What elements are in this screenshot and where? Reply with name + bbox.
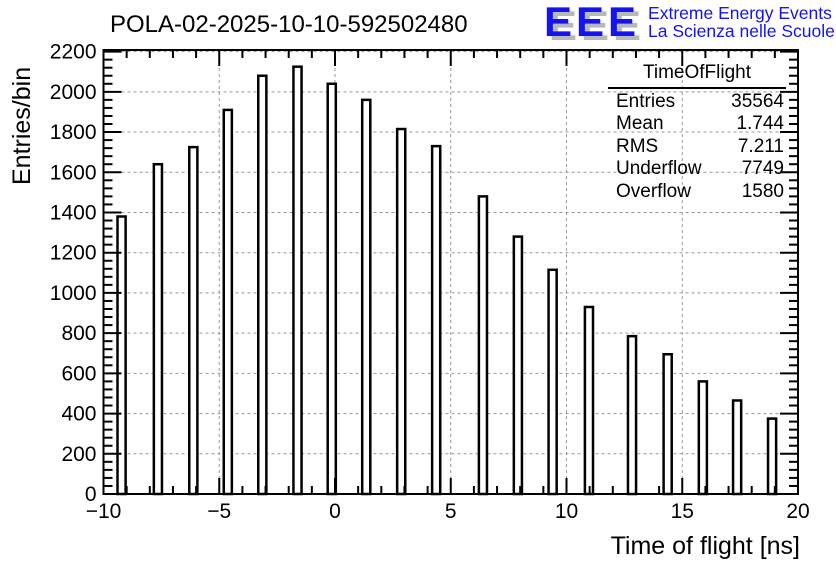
stats-box: TimeOfFlight Entries 35564 Mean 1.744 RM…	[608, 62, 786, 203]
stats-row-mean: Mean 1.744	[608, 113, 786, 135]
stats-separator	[608, 87, 786, 89]
stats-label: Mean	[616, 113, 664, 135]
stats-label: Entries	[616, 91, 676, 112]
tick-label: 600	[61, 362, 96, 385]
eee-logo-line1: Extreme Energy Events	[648, 3, 832, 23]
histogram-bar	[512, 235, 524, 496]
histogram-bar	[583, 305, 595, 496]
tick-label: 10	[555, 500, 578, 523]
stats-row-overflow: Overflow 1580	[608, 181, 786, 203]
stats-value: 1580	[741, 180, 784, 202]
histogram-bar	[731, 399, 743, 496]
histogram-bar	[477, 195, 489, 496]
tick-label: −5	[207, 500, 231, 523]
stats-row-entries: Entries 35564	[608, 91, 786, 113]
tick-label: 200	[61, 443, 96, 466]
y-axis-title: Entries/bin	[8, 66, 36, 185]
stats-row-underflow: Underflow 7749	[608, 158, 786, 180]
stats-value: 7749	[741, 158, 784, 180]
histogram-bar	[662, 352, 673, 496]
histogram-bar	[292, 65, 303, 496]
tick-label: 1000	[50, 282, 97, 305]
eee-logo-text: EEE	[544, 0, 641, 45]
eee-logo-line2: La Scienza nelle Scuole	[648, 21, 835, 41]
eee-logo-shadow: EEE	[549, 2, 646, 49]
tick-label: 1200	[50, 242, 97, 265]
eee-logo: EEE EEE Extreme Energy Events La Scienza…	[544, 0, 835, 47]
stats-value: 35564	[731, 91, 784, 112]
tick-label: 5	[445, 500, 457, 523]
tick-label: 1600	[50, 161, 97, 184]
histogram-bar	[188, 145, 199, 496]
histogram-bar	[430, 144, 442, 496]
stats-row-rms: RMS 7.211	[608, 136, 786, 158]
tick-label: 2000	[50, 81, 97, 104]
tick-label: 1800	[50, 121, 97, 144]
histogram-bar	[547, 268, 558, 496]
histogram-bar	[222, 108, 234, 496]
stats-value: 1.744	[736, 113, 784, 135]
tick-label: 0	[85, 483, 97, 506]
x-axis-title: Time of flight [ns]	[610, 532, 800, 560]
tick-label: −10	[86, 500, 122, 523]
histogram-bar	[395, 127, 407, 496]
tick-label: 1400	[50, 201, 97, 224]
tick-label: 2200	[50, 41, 97, 64]
histogram-bar	[326, 82, 338, 496]
histogram-bar	[152, 162, 164, 496]
stats-label: Underflow	[616, 158, 702, 180]
stats-title: TimeOfFlight	[642, 62, 752, 83]
tick-label: 400	[61, 403, 96, 426]
eee-logo-acronym: EEE EEE	[544, 0, 641, 47]
tick-label: 0	[329, 500, 341, 523]
histogram-bar	[360, 98, 372, 496]
tick-label: 800	[61, 322, 96, 345]
plot-title: POLA-02-2025-10-10-592502480	[110, 11, 468, 38]
tick-label: 15	[671, 500, 694, 523]
histogram-bar	[766, 417, 778, 496]
eee-logo-tagline: Extreme Energy Events La Scienza nelle S…	[648, 2, 835, 40]
histogram-bar	[257, 74, 268, 496]
stats-label: Overflow	[616, 180, 691, 202]
tick-labels: −10 −5 0 5 10 15 20020040060080010001200140016…	[50, 41, 810, 523]
histogram-bar	[116, 215, 127, 496]
axis-ticks	[102, 50, 799, 495]
stats-value: 7.211	[737, 135, 784, 157]
tick-label: 20	[786, 500, 809, 523]
histogram-bar	[697, 380, 709, 496]
stats-label: RMS	[616, 135, 659, 157]
histogram-bar	[626, 334, 638, 496]
